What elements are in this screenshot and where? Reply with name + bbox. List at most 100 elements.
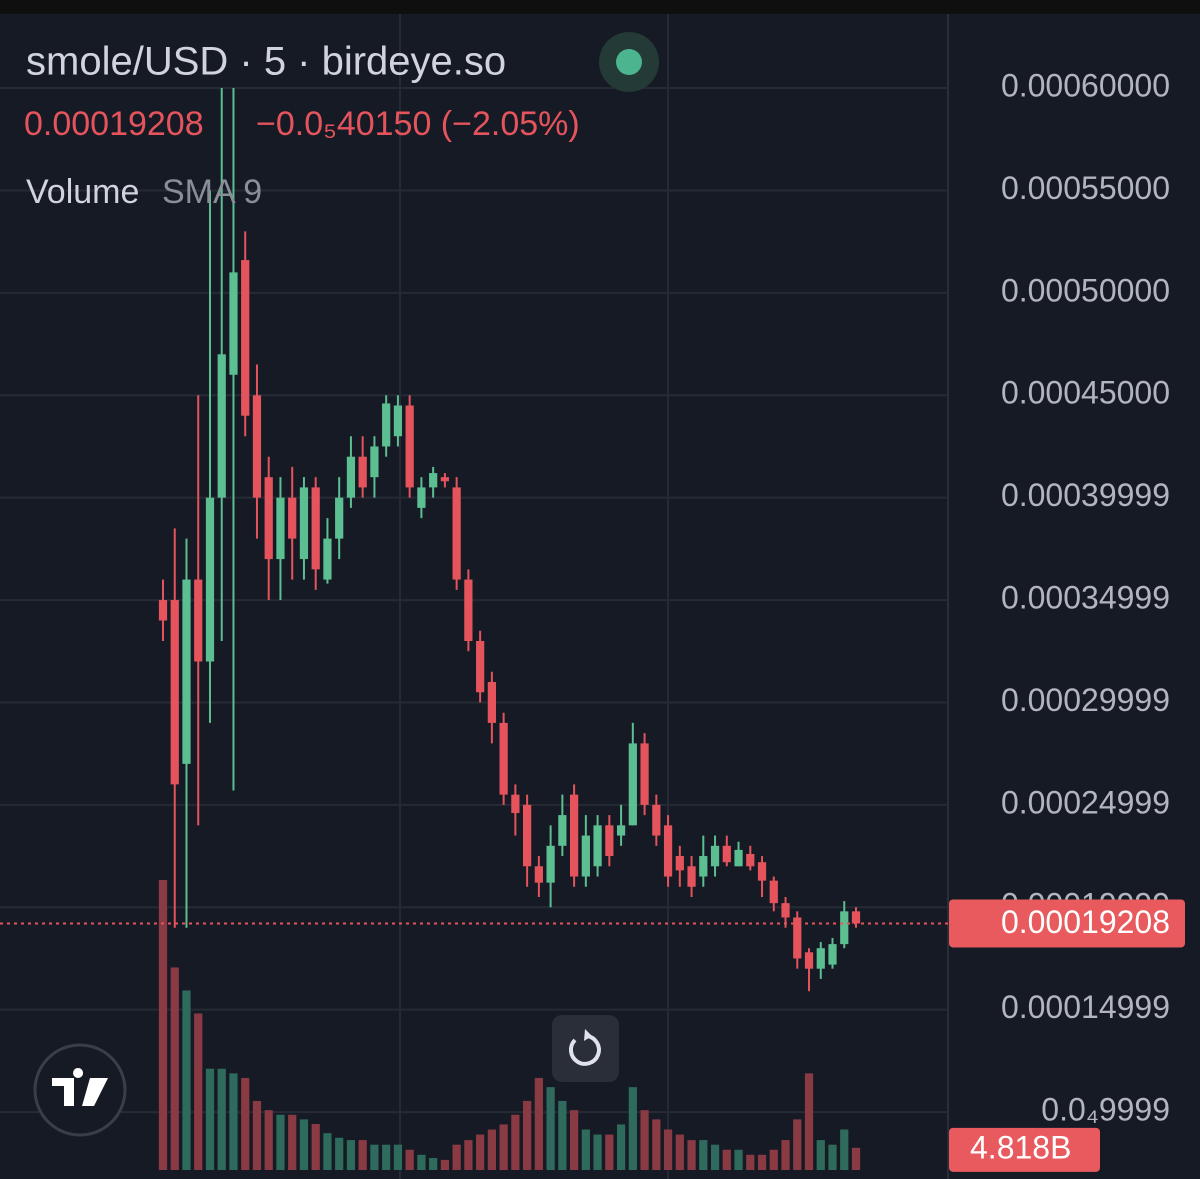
candle-body (182, 579, 191, 764)
candle-body (335, 497, 344, 539)
volume-bar (252, 1100, 262, 1170)
y-tick-label: 0.00055000 (1001, 170, 1170, 206)
volume-bar (523, 1100, 532, 1170)
volume-bar (663, 1129, 673, 1170)
candle-body (511, 794, 520, 814)
candle-body (593, 825, 602, 867)
candle-body (370, 446, 379, 478)
reset-button-bg[interactable] (552, 1015, 619, 1082)
volume-bar (288, 1114, 297, 1170)
candle-body (393, 405, 403, 437)
volume-bar (335, 1137, 344, 1170)
volume-label: 4.818B (970, 1129, 1071, 1165)
volume-bar (440, 1159, 450, 1170)
candle-body (405, 405, 414, 488)
y-tick-label: 0.00034999 (1001, 580, 1170, 616)
volume-bar (546, 1087, 555, 1170)
candle-body (299, 487, 309, 560)
volume-bar (851, 1147, 861, 1170)
top-bar (0, 0, 1200, 14)
candle-body (429, 473, 438, 488)
volume-bar (734, 1149, 743, 1170)
volume-bar (569, 1110, 579, 1170)
volume-bar (476, 1134, 485, 1170)
volume-bar (323, 1133, 332, 1170)
volume-bar (558, 1100, 567, 1170)
reset-arrow (584, 1029, 592, 1041)
y-tick-label: 0.00060000 (1001, 68, 1170, 104)
volume-bar (746, 1154, 755, 1170)
volume-bar (640, 1110, 649, 1170)
volume-bar (393, 1144, 403, 1170)
volume-bar (769, 1149, 778, 1170)
price-label-bg (949, 899, 1185, 948)
candle-body (781, 903, 790, 918)
candle-body (722, 845, 731, 863)
volume-bar (687, 1140, 696, 1170)
candle-body (699, 856, 708, 877)
candle-body (605, 825, 614, 857)
volume-bar (652, 1119, 661, 1170)
candle-body (476, 641, 485, 693)
volume-bar (194, 1013, 203, 1170)
candle-body (276, 497, 285, 560)
candle-body (804, 952, 814, 969)
overlay: smole/USD · 5 · birdeye.so 0.00019208 −0… (0, 32, 1185, 1172)
reset-icon (568, 1034, 601, 1066)
chart-title: smole/USD · 5 · birdeye.so (26, 40, 506, 84)
volume-bar (358, 1140, 367, 1170)
candle-body (640, 743, 649, 805)
volume-bar (452, 1144, 461, 1170)
candle-body (205, 497, 215, 662)
candle-body (252, 395, 262, 498)
candle-body (558, 815, 567, 846)
price-label: 0.00019208 (1001, 904, 1170, 940)
candle-body (417, 487, 426, 508)
volume-bar (158, 880, 168, 1170)
volume-bar (264, 1110, 273, 1170)
volume-bar (699, 1140, 708, 1170)
volume-bar (828, 1144, 837, 1170)
volume-bar (781, 1140, 790, 1170)
volume-bar (534, 1077, 543, 1170)
volume-bar (757, 1154, 767, 1170)
volume-bar (605, 1134, 614, 1170)
candle-body (170, 600, 179, 785)
candle-body (194, 579, 203, 662)
candle-body (710, 845, 720, 867)
candle-body (241, 260, 250, 416)
candle-body (523, 804, 532, 867)
volume-bar (816, 1140, 825, 1170)
y-tick-label: 0.00039999 (1001, 477, 1170, 513)
y-tick-label: 0.00050000 (1001, 272, 1170, 308)
volume-bar (217, 1068, 226, 1170)
logo-ring (33, 1043, 127, 1137)
y-tick-label: 0.00024999 (1001, 784, 1170, 820)
volume-bar (417, 1154, 426, 1170)
status-dot (616, 49, 642, 75)
candle-body (346, 456, 356, 498)
volume-bar (464, 1140, 473, 1170)
candle-body (628, 743, 637, 826)
candle-body (382, 403, 391, 447)
volume-bar (170, 967, 179, 1170)
candle-body (793, 917, 802, 959)
volume-bar (276, 1114, 285, 1170)
reset-button[interactable] (552, 1015, 619, 1082)
candle-body (687, 866, 696, 887)
y-tick-label: 0.00045000 (1001, 375, 1170, 411)
y-tick-label: 0.0₄9999 (1041, 1092, 1170, 1128)
volume-bar (205, 1068, 215, 1170)
header-price: 0.00019208 (24, 105, 204, 143)
volume-bar (229, 1073, 238, 1170)
grid (0, 87, 948, 1114)
tradingview-logo (33, 1043, 127, 1137)
candle-body (581, 835, 590, 877)
candle-body (452, 487, 461, 580)
candle-body (546, 845, 555, 883)
volume-bar (499, 1124, 508, 1170)
candle-body (311, 487, 320, 570)
volume-bar (429, 1158, 438, 1170)
marks (158, 88, 861, 1170)
